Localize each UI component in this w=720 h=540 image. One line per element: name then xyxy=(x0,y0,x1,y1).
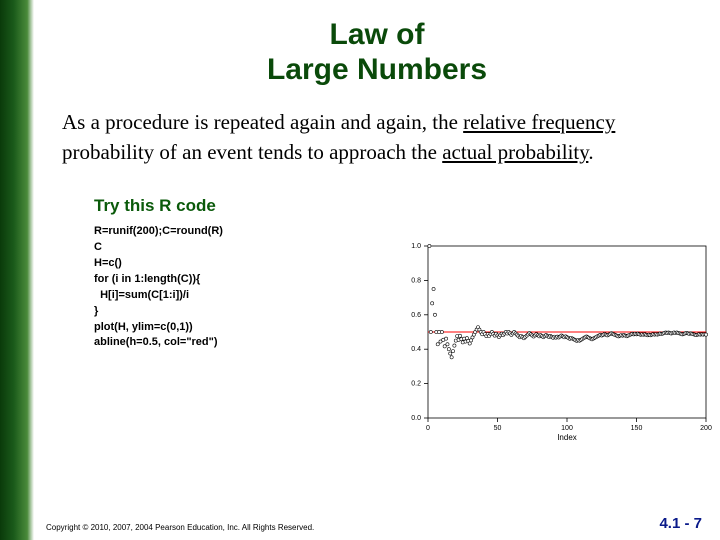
body-underline-2: actual probability xyxy=(442,140,588,164)
svg-text:50: 50 xyxy=(494,425,502,432)
svg-text:0: 0 xyxy=(426,425,430,432)
slide-title: Law of Large Numbers xyxy=(34,18,720,87)
svg-text:0.6: 0.6 xyxy=(411,312,421,319)
title-line-2: Large Numbers xyxy=(267,53,487,86)
svg-text:0.8: 0.8 xyxy=(411,277,421,284)
body-pre: As a procedure is repeated again and aga… xyxy=(62,110,463,134)
svg-text:200: 200 xyxy=(700,425,712,432)
body-paragraph: As a procedure is repeated again and aga… xyxy=(62,107,680,168)
svg-text:100: 100 xyxy=(561,425,573,432)
copyright-text: Copyright © 2010, 2007, 2004 Pearson Edu… xyxy=(46,523,314,532)
page-number: 4.1 - 7 xyxy=(659,515,702,532)
code-heading: Try this R code xyxy=(94,196,720,216)
svg-text:1.0: 1.0 xyxy=(411,243,421,250)
body-underline-1: relative frequency xyxy=(463,110,615,134)
body-post: . xyxy=(588,140,593,164)
body-mid: probability of an event tends to approac… xyxy=(62,140,442,164)
svg-text:0.4: 0.4 xyxy=(411,346,421,353)
sidebar-gradient xyxy=(0,0,34,540)
svg-text:150: 150 xyxy=(631,425,643,432)
svg-text:Index: Index xyxy=(557,433,577,442)
slide-content: Law of Large Numbers As a procedure is r… xyxy=(34,0,720,540)
convergence-chart: 0.0 0.2 0.4 0.6 0.8 1.0 0 50 100 150 200 Index xyxy=(394,238,714,446)
chart-svg: 0.0 0.2 0.4 0.6 0.8 1.0 0 50 100 150 200 Index xyxy=(394,238,714,446)
svg-text:0.2: 0.2 xyxy=(411,381,421,388)
title-line-1: Law of xyxy=(330,18,425,51)
svg-text:0.0: 0.0 xyxy=(411,415,421,422)
